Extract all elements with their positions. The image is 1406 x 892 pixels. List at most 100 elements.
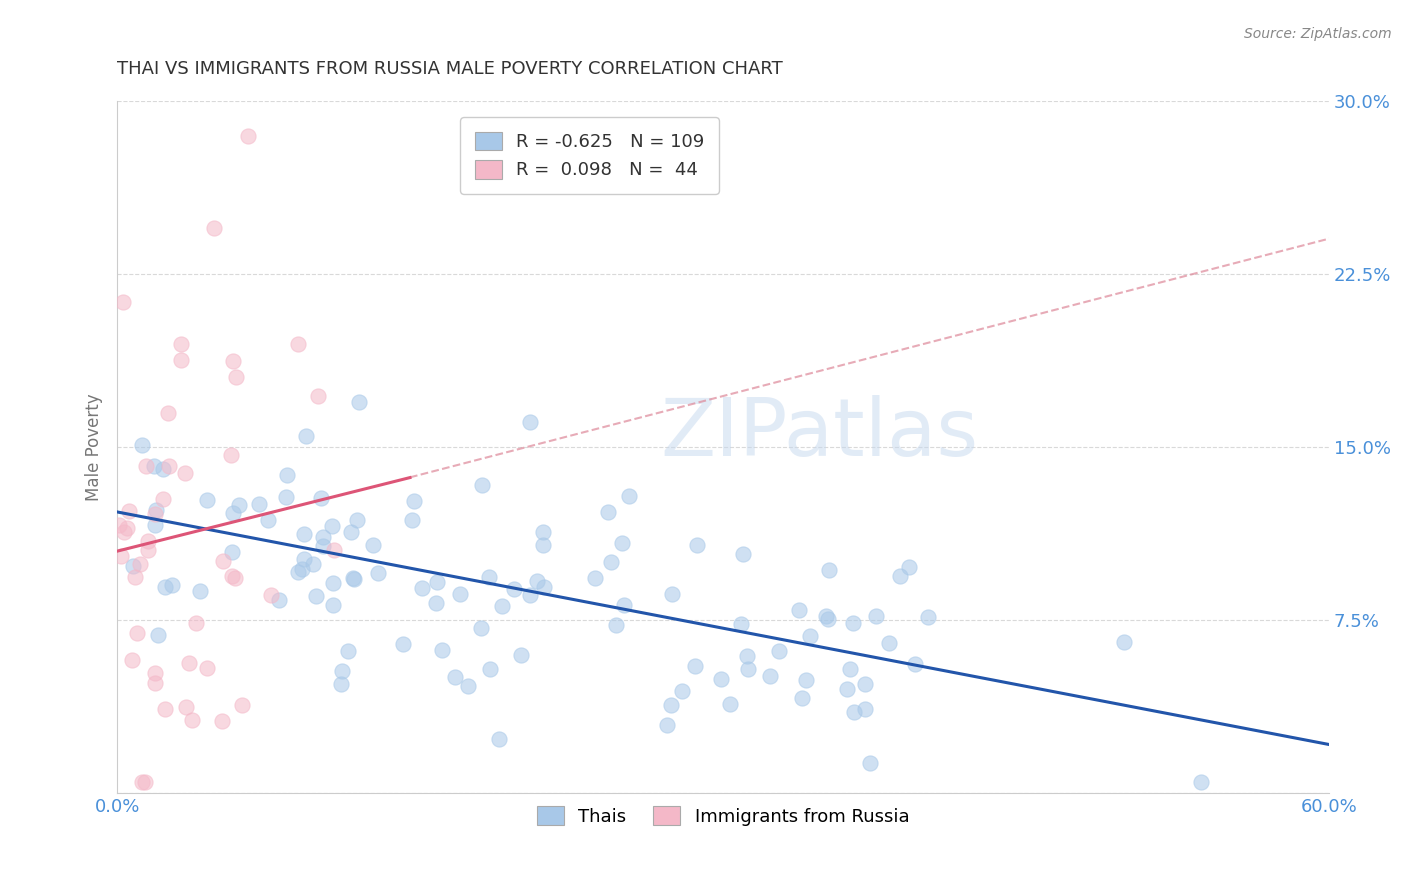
Point xyxy=(221,568,243,582)
Point xyxy=(211,714,233,729)
Point xyxy=(174,466,197,480)
Point xyxy=(661,587,683,601)
Point xyxy=(425,596,447,610)
Point xyxy=(449,587,471,601)
Point xyxy=(737,662,759,676)
Point xyxy=(222,354,245,368)
Point xyxy=(112,524,135,539)
Point xyxy=(143,458,166,473)
Point xyxy=(225,370,247,384)
Point xyxy=(733,547,755,561)
Point xyxy=(343,572,366,586)
Point xyxy=(613,599,636,613)
Point xyxy=(470,621,492,635)
Point xyxy=(510,648,533,662)
Point xyxy=(794,673,817,688)
Point xyxy=(219,448,242,462)
Point xyxy=(787,603,810,617)
Point xyxy=(143,508,166,522)
Point xyxy=(488,732,510,747)
Point xyxy=(519,589,541,603)
Point xyxy=(145,503,167,517)
Point xyxy=(1189,774,1212,789)
Point xyxy=(195,493,218,508)
Point xyxy=(121,653,143,667)
Point xyxy=(238,128,260,143)
Point xyxy=(815,609,838,624)
Point xyxy=(657,718,679,732)
Point xyxy=(112,294,135,309)
Point xyxy=(143,665,166,680)
Point xyxy=(305,590,328,604)
Point xyxy=(174,700,197,714)
Point xyxy=(838,662,860,676)
Point xyxy=(853,702,876,716)
Point xyxy=(735,648,758,663)
Legend: Thais, Immigrants from Russia: Thais, Immigrants from Russia xyxy=(529,799,917,833)
Point xyxy=(134,774,156,789)
Point xyxy=(202,221,225,235)
Point xyxy=(583,571,606,585)
Point xyxy=(346,513,368,527)
Point xyxy=(302,557,325,571)
Point xyxy=(257,513,280,527)
Point xyxy=(136,543,159,558)
Point xyxy=(598,505,620,519)
Point xyxy=(411,581,433,595)
Point xyxy=(600,555,623,569)
Y-axis label: Male Poverty: Male Poverty xyxy=(86,393,103,501)
Point xyxy=(865,609,887,624)
Point xyxy=(426,575,449,590)
Point xyxy=(312,529,335,543)
Point xyxy=(605,618,627,632)
Point xyxy=(917,610,939,624)
Point xyxy=(503,582,526,596)
Point xyxy=(877,636,900,650)
Point xyxy=(110,549,132,563)
Text: ZIPatlas: ZIPatlas xyxy=(661,394,979,473)
Point xyxy=(152,461,174,475)
Point xyxy=(291,561,314,575)
Point xyxy=(260,588,283,602)
Point xyxy=(128,558,150,572)
Point xyxy=(108,518,131,533)
Point xyxy=(221,506,243,520)
Point xyxy=(367,566,389,580)
Point xyxy=(392,637,415,651)
Point xyxy=(186,615,208,630)
Point xyxy=(835,681,858,696)
Point xyxy=(471,478,494,492)
Point xyxy=(322,576,344,591)
Point xyxy=(195,661,218,675)
Point xyxy=(404,494,426,508)
Point xyxy=(478,662,501,676)
Point xyxy=(124,570,146,584)
Point xyxy=(531,524,554,539)
Point xyxy=(121,559,143,574)
Point xyxy=(671,684,693,698)
Point xyxy=(292,551,315,566)
Point xyxy=(143,518,166,533)
Point xyxy=(533,580,555,594)
Point xyxy=(131,774,153,789)
Point xyxy=(898,560,921,574)
Point xyxy=(221,545,243,559)
Point xyxy=(768,644,790,658)
Point xyxy=(131,438,153,452)
Point xyxy=(143,676,166,690)
Point xyxy=(339,525,361,540)
Point xyxy=(170,337,193,351)
Point xyxy=(329,676,352,690)
Point xyxy=(155,701,177,715)
Point xyxy=(718,697,741,711)
Point xyxy=(276,468,298,483)
Point xyxy=(309,491,332,505)
Point xyxy=(180,713,202,727)
Point xyxy=(889,568,911,582)
Point xyxy=(330,664,353,678)
Point xyxy=(160,578,183,592)
Point xyxy=(322,543,344,558)
Point xyxy=(686,538,709,552)
Point xyxy=(267,593,290,607)
Point xyxy=(292,526,315,541)
